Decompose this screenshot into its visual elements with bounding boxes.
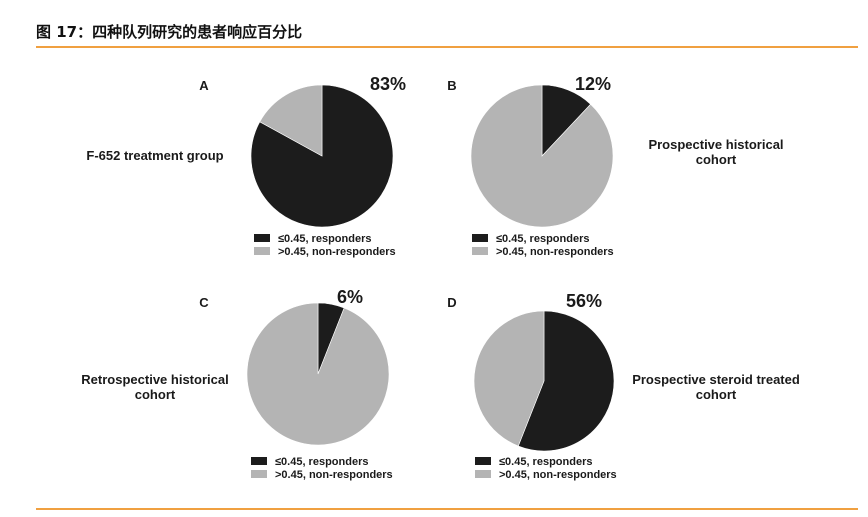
- panel-b-legend-swatch-responders: [472, 234, 488, 242]
- panel-d-legend-label-non-responders: >0.45, non-responders: [499, 469, 617, 481]
- figure-title: 图 17：四种队列研究的患者响应百分比: [36, 23, 303, 41]
- panel-b-group-label-line-2: cohort: [696, 152, 737, 167]
- top-rule: [36, 46, 858, 48]
- panel-c-slice-non-responders: [246, 302, 390, 446]
- panel-c-legend-swatch-responders: [251, 457, 267, 465]
- panel-d-legend-label-responders: ≤0.45, responders: [499, 456, 592, 468]
- panel-b-legend-label-responders: ≤0.45, responders: [496, 233, 589, 245]
- panel-a-group-label-line-1: F-652 treatment group: [86, 148, 223, 163]
- panel-b-legend-label-non-responders: >0.45, non-responders: [496, 246, 614, 258]
- panel-d-legend-swatch-non-responders: [475, 470, 491, 478]
- panel-c-group-label-line-1: Retrospective historical: [81, 372, 228, 387]
- panel-a-legend-label-responders: ≤0.45, responders: [278, 233, 371, 245]
- panel-d-group-label-line-2: cohort: [696, 387, 737, 402]
- panel-d-slice-non-responders: [473, 310, 545, 447]
- bottom-rule: [36, 508, 858, 510]
- panel-a-legend-swatch-responders: [254, 234, 270, 242]
- panel-c-group-label-line-2: cohort: [135, 387, 176, 402]
- panel-d-group-label-line-1: Prospective steroid treated: [632, 372, 800, 387]
- panel-d-legend-swatch-responders: [475, 457, 491, 465]
- panel-a-slice-non-responders: [259, 84, 323, 157]
- panel-a-letter: A: [199, 78, 209, 93]
- panel-b-group-label-line-1: Prospective historical: [648, 137, 783, 152]
- panel-a-legend-label-non-responders: >0.45, non-responders: [278, 246, 396, 258]
- panel-c-legend-label-responders: ≤0.45, responders: [275, 456, 368, 468]
- panel-d-letter: D: [447, 295, 456, 310]
- panel-a: A 83% F-652 treatment group ≤0.45, responde…: [86, 74, 406, 258]
- panel-d-percent-label: 56%: [566, 291, 602, 311]
- panel-c-percent-label: 6%: [337, 287, 363, 307]
- panel-b-percent-label: 12%: [575, 74, 611, 94]
- panel-c-legend-swatch-non-responders: [251, 470, 267, 478]
- panel-d-slice-responders: [517, 310, 615, 452]
- panel-b-letter: B: [447, 78, 456, 93]
- panel-a-legend-swatch-non-responders: [254, 247, 270, 255]
- panel-c-legend-label-non-responders: >0.45, non-responders: [275, 469, 393, 481]
- panel-b-legend-swatch-non-responders: [472, 247, 488, 255]
- panel-b-slice-non-responders: [470, 84, 614, 228]
- panel-a-percent-label: 83%: [370, 74, 406, 94]
- panel-c-letter: C: [199, 295, 209, 310]
